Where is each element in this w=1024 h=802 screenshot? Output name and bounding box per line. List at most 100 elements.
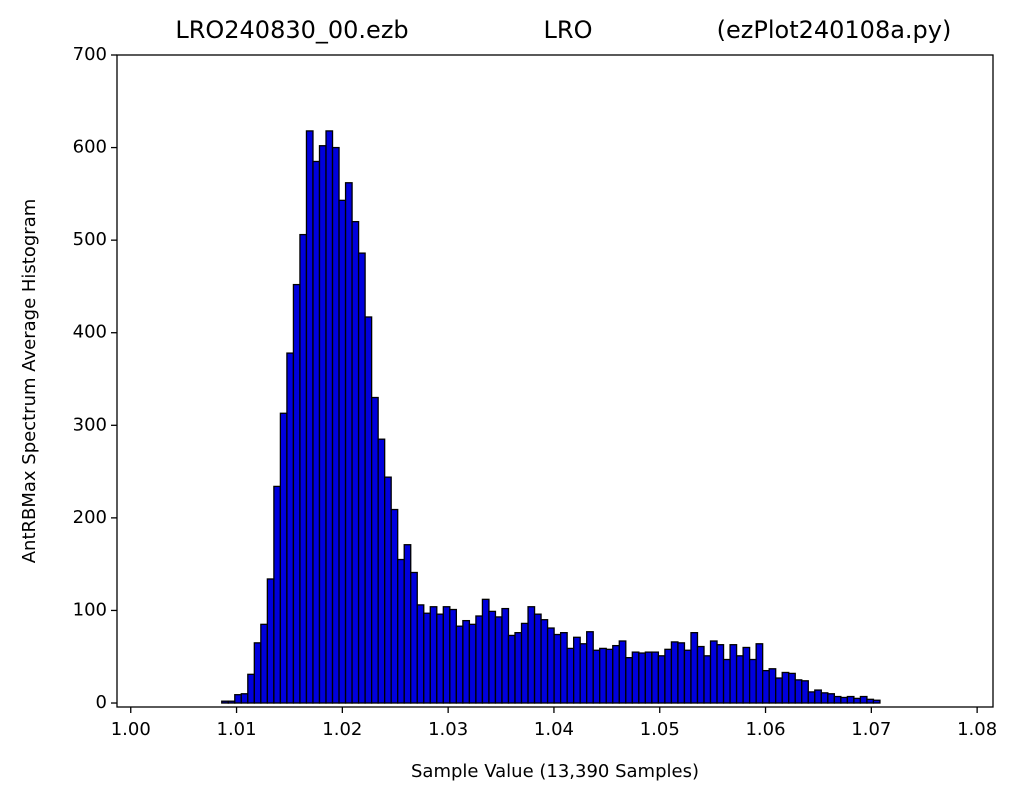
bar bbox=[755, 643, 764, 704]
y-tick-label: 100 bbox=[73, 599, 107, 620]
bar bbox=[638, 652, 647, 704]
bar bbox=[331, 146, 340, 704]
x-tick-label: 1.02 bbox=[322, 719, 362, 740]
bar bbox=[514, 632, 523, 704]
x-tick-label: 1.07 bbox=[851, 719, 891, 740]
title-script: (ezPlot240108a.py) bbox=[717, 16, 952, 44]
bar bbox=[455, 625, 464, 704]
title-site: LRO bbox=[544, 16, 593, 44]
bar bbox=[820, 692, 829, 704]
bar bbox=[475, 615, 484, 704]
bar bbox=[520, 622, 529, 704]
y-tick-label: 200 bbox=[73, 507, 107, 528]
x-tick-label: 1.04 bbox=[534, 719, 574, 740]
bar bbox=[735, 655, 744, 704]
bar bbox=[748, 658, 757, 704]
bar bbox=[651, 651, 660, 704]
bar bbox=[403, 544, 412, 704]
bar bbox=[260, 623, 269, 704]
x-tick-label: 1.01 bbox=[217, 719, 257, 740]
bar bbox=[827, 693, 835, 704]
bar bbox=[631, 651, 640, 704]
title-file: LRO240830_00.ezb bbox=[175, 16, 408, 44]
bar bbox=[709, 640, 718, 704]
bar bbox=[481, 598, 490, 704]
bar bbox=[670, 641, 679, 704]
x-tick-label: 1.05 bbox=[640, 719, 680, 740]
bar bbox=[234, 694, 242, 704]
bar bbox=[488, 610, 497, 704]
bar bbox=[318, 145, 327, 704]
bar bbox=[775, 677, 783, 704]
bar bbox=[677, 642, 686, 704]
bar bbox=[494, 616, 503, 704]
bar bbox=[436, 613, 444, 704]
bar bbox=[814, 689, 822, 704]
bar bbox=[221, 700, 229, 704]
bar bbox=[527, 606, 536, 704]
bar bbox=[501, 607, 510, 704]
y-tick-label: 500 bbox=[73, 229, 107, 250]
bar bbox=[292, 283, 301, 704]
bar bbox=[553, 633, 562, 704]
bar bbox=[338, 199, 347, 704]
bar bbox=[618, 640, 627, 704]
bar bbox=[364, 316, 373, 704]
bar bbox=[423, 612, 431, 704]
bar bbox=[279, 412, 288, 704]
bar bbox=[266, 578, 275, 704]
bar bbox=[683, 649, 692, 704]
plot-frame bbox=[116, 54, 994, 708]
bar bbox=[794, 679, 803, 704]
bar bbox=[247, 673, 255, 704]
bar bbox=[442, 606, 451, 704]
y-tick-label: 700 bbox=[73, 44, 107, 65]
bar bbox=[344, 182, 353, 704]
bar bbox=[533, 613, 542, 704]
bar bbox=[592, 649, 601, 704]
bar bbox=[546, 627, 555, 704]
bar bbox=[859, 695, 868, 704]
bar bbox=[240, 693, 249, 704]
bar bbox=[325, 130, 334, 704]
bar bbox=[566, 647, 575, 704]
bar bbox=[410, 571, 418, 704]
bar bbox=[370, 396, 379, 704]
bar bbox=[801, 680, 809, 704]
bar bbox=[559, 632, 568, 704]
y-tick-label: 0 bbox=[96, 692, 107, 713]
bar bbox=[468, 623, 477, 704]
bar bbox=[762, 669, 770, 704]
bar bbox=[227, 700, 236, 704]
bar bbox=[586, 631, 594, 704]
y-tick-label: 300 bbox=[73, 414, 107, 435]
bar bbox=[866, 698, 875, 704]
y-axis-label: AntRBMax Spectrum Average Histogram bbox=[19, 199, 40, 564]
bar bbox=[462, 619, 471, 704]
bar bbox=[599, 647, 607, 704]
bar bbox=[853, 697, 862, 704]
bar bbox=[573, 636, 581, 704]
bar bbox=[507, 634, 516, 704]
bar bbox=[696, 645, 705, 704]
bar bbox=[384, 476, 392, 704]
bar bbox=[722, 658, 731, 704]
y-tick-label: 400 bbox=[73, 322, 107, 343]
bar bbox=[416, 604, 425, 704]
x-tick-label: 1.00 bbox=[111, 719, 151, 740]
bar bbox=[540, 619, 549, 704]
bar bbox=[788, 672, 796, 704]
bar bbox=[449, 608, 458, 704]
bar bbox=[872, 699, 881, 704]
bar bbox=[273, 485, 282, 704]
bar bbox=[807, 691, 816, 704]
y-tick-label: 600 bbox=[73, 137, 107, 158]
bar bbox=[768, 668, 777, 704]
bar bbox=[299, 233, 308, 704]
bar bbox=[312, 160, 321, 704]
bar bbox=[253, 642, 262, 704]
x-tick-label: 1.06 bbox=[745, 719, 785, 740]
bar bbox=[703, 655, 712, 704]
bar bbox=[742, 646, 751, 704]
x-axis-label: Sample Value (13,390 Samples) bbox=[411, 761, 699, 782]
